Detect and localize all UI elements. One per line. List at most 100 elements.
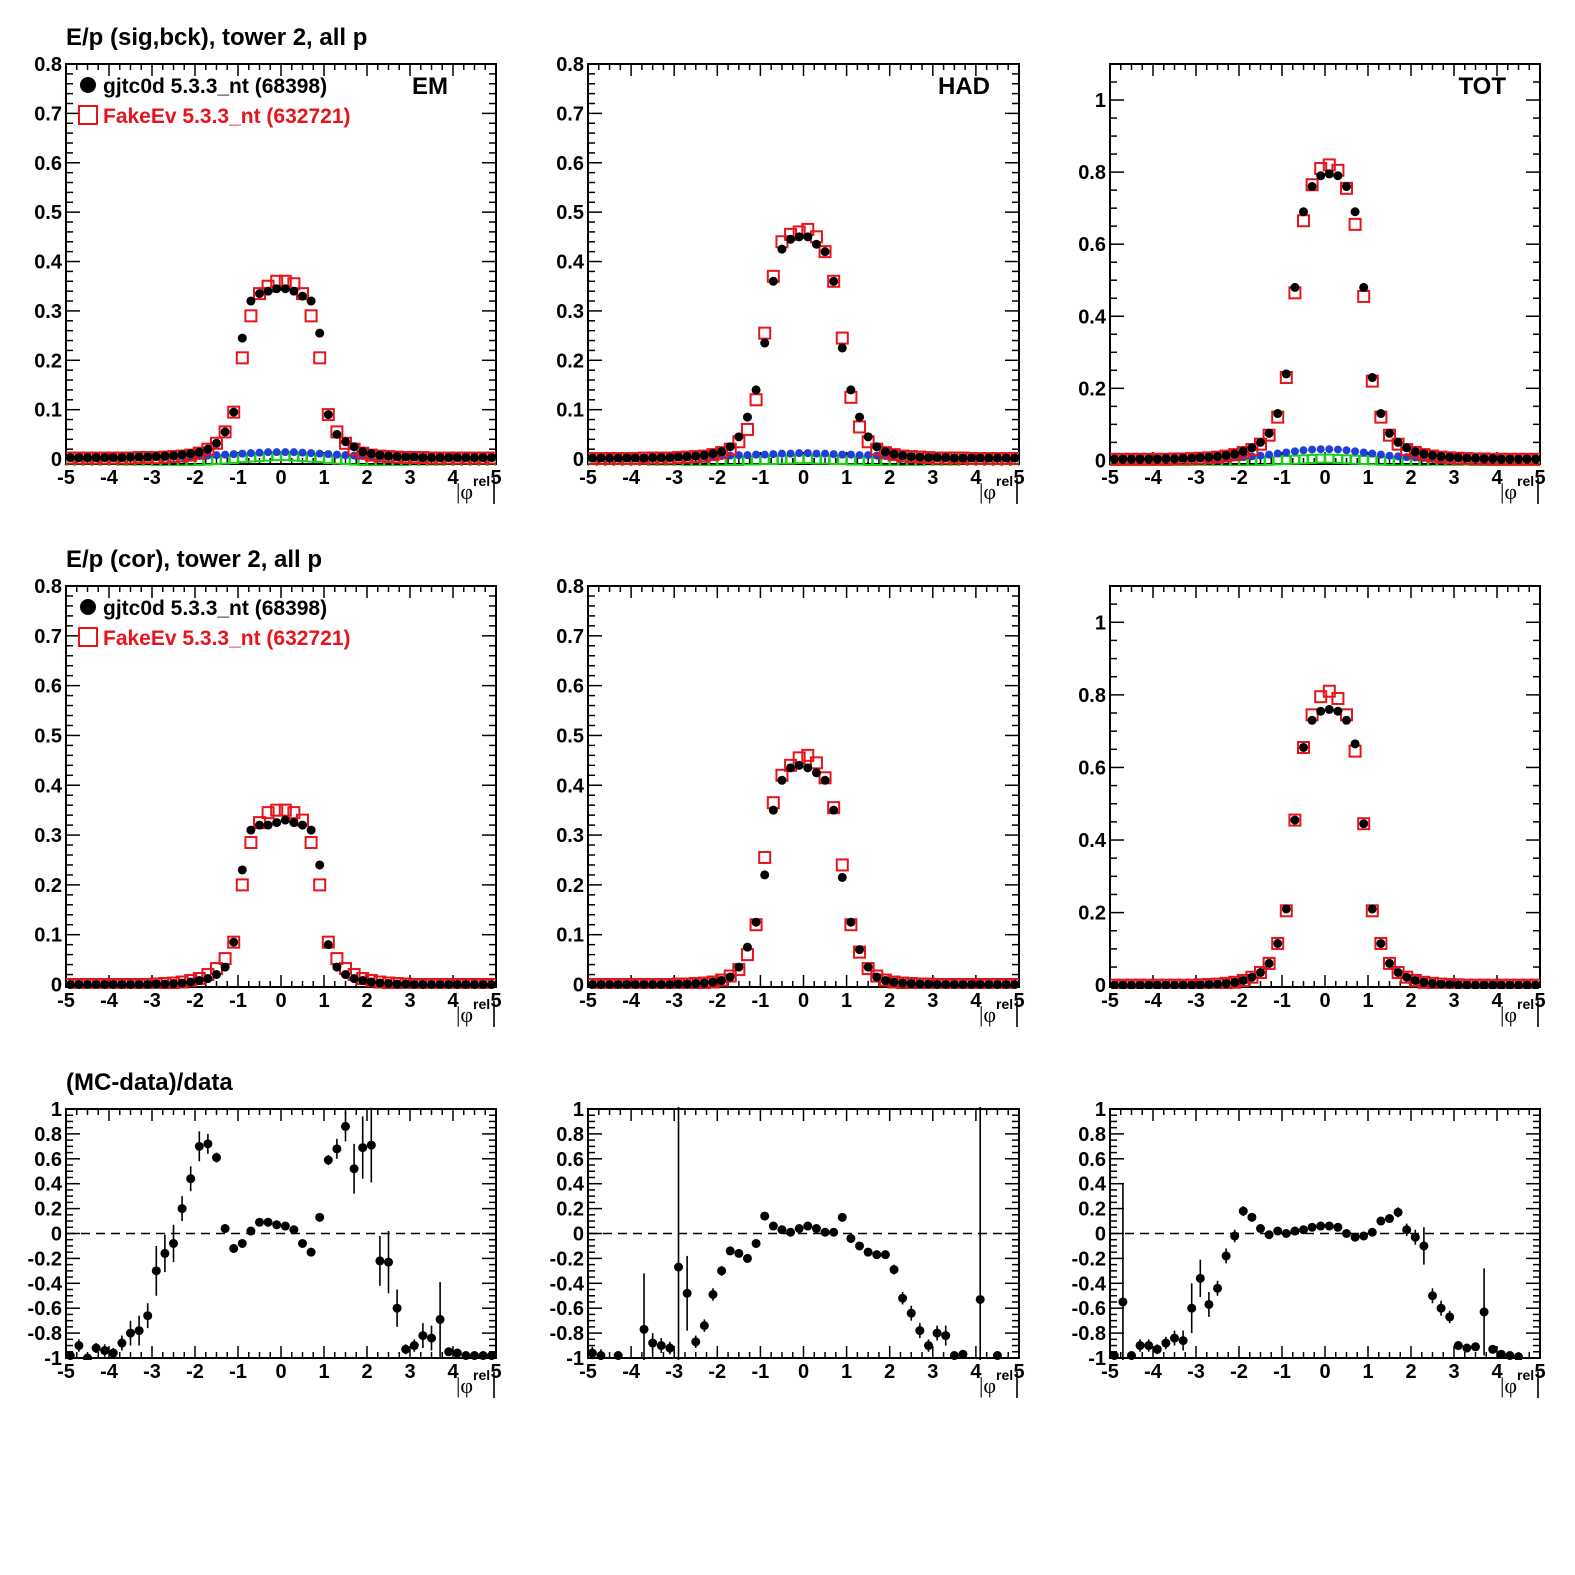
point-gjtc0d xyxy=(444,453,454,463)
x-tick-label: -2 xyxy=(708,467,726,489)
point-fakeev xyxy=(210,436,223,450)
point-bkg-blue xyxy=(1376,450,1385,459)
x-tick-label: 0 xyxy=(275,467,286,489)
x-tick-label: 3 xyxy=(404,467,415,489)
point-gjtc0d xyxy=(794,760,804,770)
x-tick-label: 2 xyxy=(361,990,372,1012)
point-gjtc0d xyxy=(777,775,787,785)
point-fakeev xyxy=(1297,740,1310,754)
point-ratio xyxy=(1195,1273,1205,1283)
point-gjtc0d xyxy=(186,977,196,987)
x-tick-label: 2 xyxy=(884,990,895,1012)
point-ratio xyxy=(186,1174,196,1184)
point-ratio xyxy=(323,1155,333,1165)
point-fakeev xyxy=(740,422,754,436)
point-gjtc0d xyxy=(1316,706,1326,716)
point-ratio xyxy=(958,1349,968,1359)
point-ratio xyxy=(1359,1231,1369,1241)
point-ratio xyxy=(682,1288,692,1298)
x-tick-label: -2 xyxy=(1230,467,1248,489)
point-gjtc0d xyxy=(1488,454,1498,464)
x-tick-label: 1 xyxy=(318,467,329,489)
x-tick-label: 5 xyxy=(1534,467,1545,489)
point-bkg-blue xyxy=(760,450,769,459)
point-ratio xyxy=(203,1139,213,1149)
point-ratio xyxy=(794,1224,804,1234)
point-gjtc0d xyxy=(751,917,761,927)
panel-r0-c2: -5 -4 -3 -2 -1 0 1 2 3 4 5 |φ rel 0 0.2 0.4 0.6 0.8 1 TOT xyxy=(1078,63,1546,504)
point-gjtc0d xyxy=(203,974,213,984)
x-tick-label: 3 xyxy=(1448,467,1459,489)
y-tick-label: 0.8 xyxy=(34,576,62,598)
y-tick-label: 0.3 xyxy=(34,301,62,323)
y-tick-label: 0.4 xyxy=(1078,830,1107,852)
point-gjtc0d xyxy=(1385,958,1394,968)
point-ratio xyxy=(478,1351,488,1360)
point-ratio xyxy=(1144,1341,1154,1351)
x-tick-label: -4 xyxy=(100,467,119,489)
point-bkg-blue xyxy=(341,451,350,460)
x-tick-label: 4 xyxy=(970,1361,982,1383)
point-gjtc0d xyxy=(1204,979,1214,989)
point-ratio xyxy=(803,1221,813,1231)
panel-r1-c0: -5 -4 -3 -2 -1 0 1 2 3 4 5 |φ rel 0 0.1 0.2 0.3 0.4 0.5 0.6… xyxy=(34,576,502,1027)
panel-r1-c1: -5 -4 -3 -2 -1 0 1 2 3 4 5 |φ rel 0 0.1 0.2 0.3 0.4 0.5 0.6… xyxy=(556,576,1025,1027)
point-gjtc0d xyxy=(418,980,428,989)
point-ratio xyxy=(880,1250,890,1260)
point-gjtc0d xyxy=(315,328,325,338)
point-gjtc0d xyxy=(725,972,735,982)
point-gjtc0d xyxy=(66,453,75,463)
x-tick-label: 1 xyxy=(1362,990,1373,1012)
point-gjtc0d xyxy=(1170,454,1179,464)
point-ratio xyxy=(1273,1226,1283,1236)
point-ratio xyxy=(212,1153,221,1163)
point-gjtc0d xyxy=(1514,980,1523,989)
point-gjtc0d xyxy=(1213,979,1222,989)
point-ratio xyxy=(169,1238,178,1248)
point-gjtc0d xyxy=(229,407,239,417)
point-gjtc0d xyxy=(915,979,925,989)
y-tick-label: -0.6 xyxy=(550,1298,584,1320)
point-gjtc0d xyxy=(656,453,666,463)
y-tick-label: 1 xyxy=(573,1099,584,1121)
point-gjtc0d xyxy=(630,980,640,989)
point-gjtc0d xyxy=(1238,975,1248,985)
y-tick-label: 0.4 xyxy=(1078,306,1107,328)
point-fakeev xyxy=(244,309,258,323)
column-tag-had: HAD xyxy=(938,73,990,100)
point-fakeev xyxy=(853,420,867,434)
point-gjtc0d xyxy=(1436,451,1446,461)
point-ratio xyxy=(349,1164,359,1174)
x-tick-label: -4 xyxy=(622,1361,641,1383)
point-bkg-blue xyxy=(281,448,290,457)
point-gjtc0d xyxy=(975,453,985,463)
point-bkg-blue xyxy=(212,451,221,460)
point-gjtc0d xyxy=(470,980,479,989)
y-tick-label: 0 xyxy=(1095,450,1106,472)
point-gjtc0d xyxy=(1135,980,1145,989)
point-gjtc0d xyxy=(237,333,247,343)
x-tick-label: 5 xyxy=(1534,1361,1545,1383)
point-fakeev xyxy=(235,878,249,892)
y-tick-label: 0.6 xyxy=(556,1149,584,1171)
point-gjtc0d xyxy=(1488,980,1498,989)
data-marks xyxy=(1110,684,1540,989)
x-tick-label: -1 xyxy=(1273,467,1291,489)
point-gjtc0d xyxy=(630,453,640,463)
point-gjtc0d xyxy=(1127,454,1136,464)
x-tick-label: -3 xyxy=(143,467,161,489)
point-gjtc0d xyxy=(1290,282,1300,292)
x-tick-label: 3 xyxy=(404,990,415,1012)
point-gjtc0d xyxy=(375,450,385,460)
x-tick-label: 5 xyxy=(490,467,501,489)
point-bkg-blue xyxy=(298,448,307,457)
point-gjtc0d xyxy=(212,970,221,980)
data-marks xyxy=(588,222,1019,466)
panel-r0-c0: -5 -4 -3 -2 -1 0 1 2 3 4 5 |φ rel 0 0.1 0.2 0.3 0.4 0.5 0.6… xyxy=(34,54,502,504)
y-tick-label: 0.5 xyxy=(34,725,62,747)
point-ratio xyxy=(306,1247,316,1257)
point-ratio xyxy=(1127,1351,1136,1360)
point-gjtc0d xyxy=(777,244,787,254)
point-gjtc0d xyxy=(1453,453,1463,463)
